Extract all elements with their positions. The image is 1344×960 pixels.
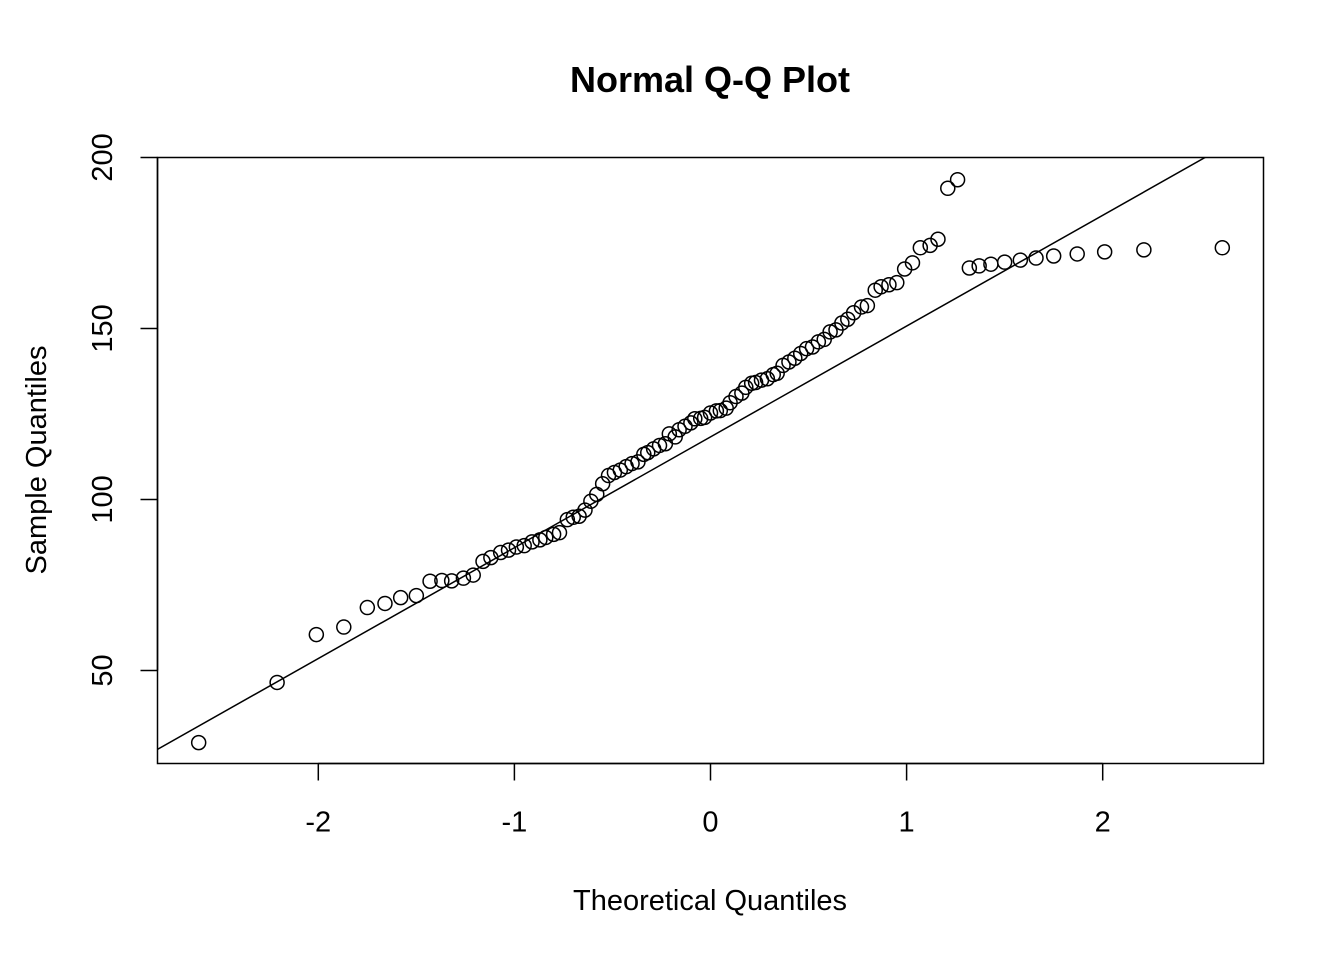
data-point (565, 509, 581, 526)
x-tick-label: -1 (502, 807, 528, 839)
data-point (1012, 252, 1029, 268)
data-point (508, 539, 525, 555)
data-point (722, 394, 738, 411)
data-point (904, 255, 921, 271)
y-axis: 50 100 150 200 (87, 133, 159, 687)
data-point (308, 626, 325, 643)
data-point (845, 305, 862, 321)
data-point (912, 240, 929, 256)
data-point (651, 437, 668, 454)
data-point (859, 297, 876, 314)
x-tick-label: 2 (1095, 807, 1111, 839)
data-point (853, 299, 870, 315)
data-point (392, 589, 409, 606)
data-point (500, 542, 517, 558)
data-point (465, 567, 481, 583)
y-axis-label: Sample Quantiles (21, 346, 53, 575)
chart-title: Normal Q-Q Plot (570, 59, 850, 100)
data-point (475, 553, 491, 570)
data-point (483, 549, 499, 566)
data-point (1028, 250, 1044, 266)
data-point (1136, 242, 1152, 258)
data-point (687, 411, 703, 427)
x-axis-label: Theoretical Quantiles (573, 885, 847, 917)
data-point (455, 570, 472, 586)
data-point (1096, 244, 1113, 260)
data-point (896, 261, 913, 277)
data-point (492, 544, 509, 561)
data-point (930, 231, 946, 247)
y-tick-label: 100 (87, 475, 119, 523)
data-point (961, 260, 978, 276)
x-axis: -2 -1 0 1 2 (305, 762, 1111, 839)
data-point (545, 526, 562, 543)
plot-frame (156, 156, 1265, 765)
data-point (377, 595, 393, 612)
data-point (594, 476, 611, 492)
y-tick-label: 50 (87, 654, 119, 686)
data-point (336, 619, 352, 635)
data-point (798, 340, 815, 357)
data-point (940, 180, 956, 197)
x-tick-label: 1 (899, 807, 915, 839)
data-point (190, 734, 207, 751)
data-point (881, 276, 897, 293)
data-point (1214, 240, 1231, 256)
data-point (538, 529, 554, 546)
data-point (524, 534, 540, 550)
data-point (434, 572, 450, 589)
data-point (996, 254, 1013, 270)
data-point (804, 339, 821, 355)
x-tick-label: 0 (702, 807, 718, 839)
data-point (269, 674, 285, 691)
data-point (571, 508, 587, 524)
x-tick-label: -2 (305, 807, 331, 839)
data-point (422, 573, 438, 589)
qq-reference-line (157, 157, 1207, 751)
data-point (971, 258, 987, 274)
data-point (889, 274, 905, 291)
y-tick-label: 150 (87, 304, 119, 352)
data-point (359, 599, 376, 616)
data-point (577, 502, 593, 518)
y-tick-label: 200 (87, 133, 119, 181)
data-point (922, 237, 938, 254)
data-point (769, 365, 785, 382)
data-point (683, 415, 699, 431)
data-point (624, 455, 640, 472)
data-point (551, 524, 568, 541)
data-point (1069, 246, 1085, 262)
data-point (873, 279, 889, 295)
data-point (408, 587, 425, 604)
data-point (443, 573, 460, 589)
data-point (516, 537, 532, 554)
data-point (1045, 248, 1062, 264)
data-point (949, 171, 966, 188)
data-point (667, 429, 683, 445)
plot-area (157, 157, 1231, 751)
